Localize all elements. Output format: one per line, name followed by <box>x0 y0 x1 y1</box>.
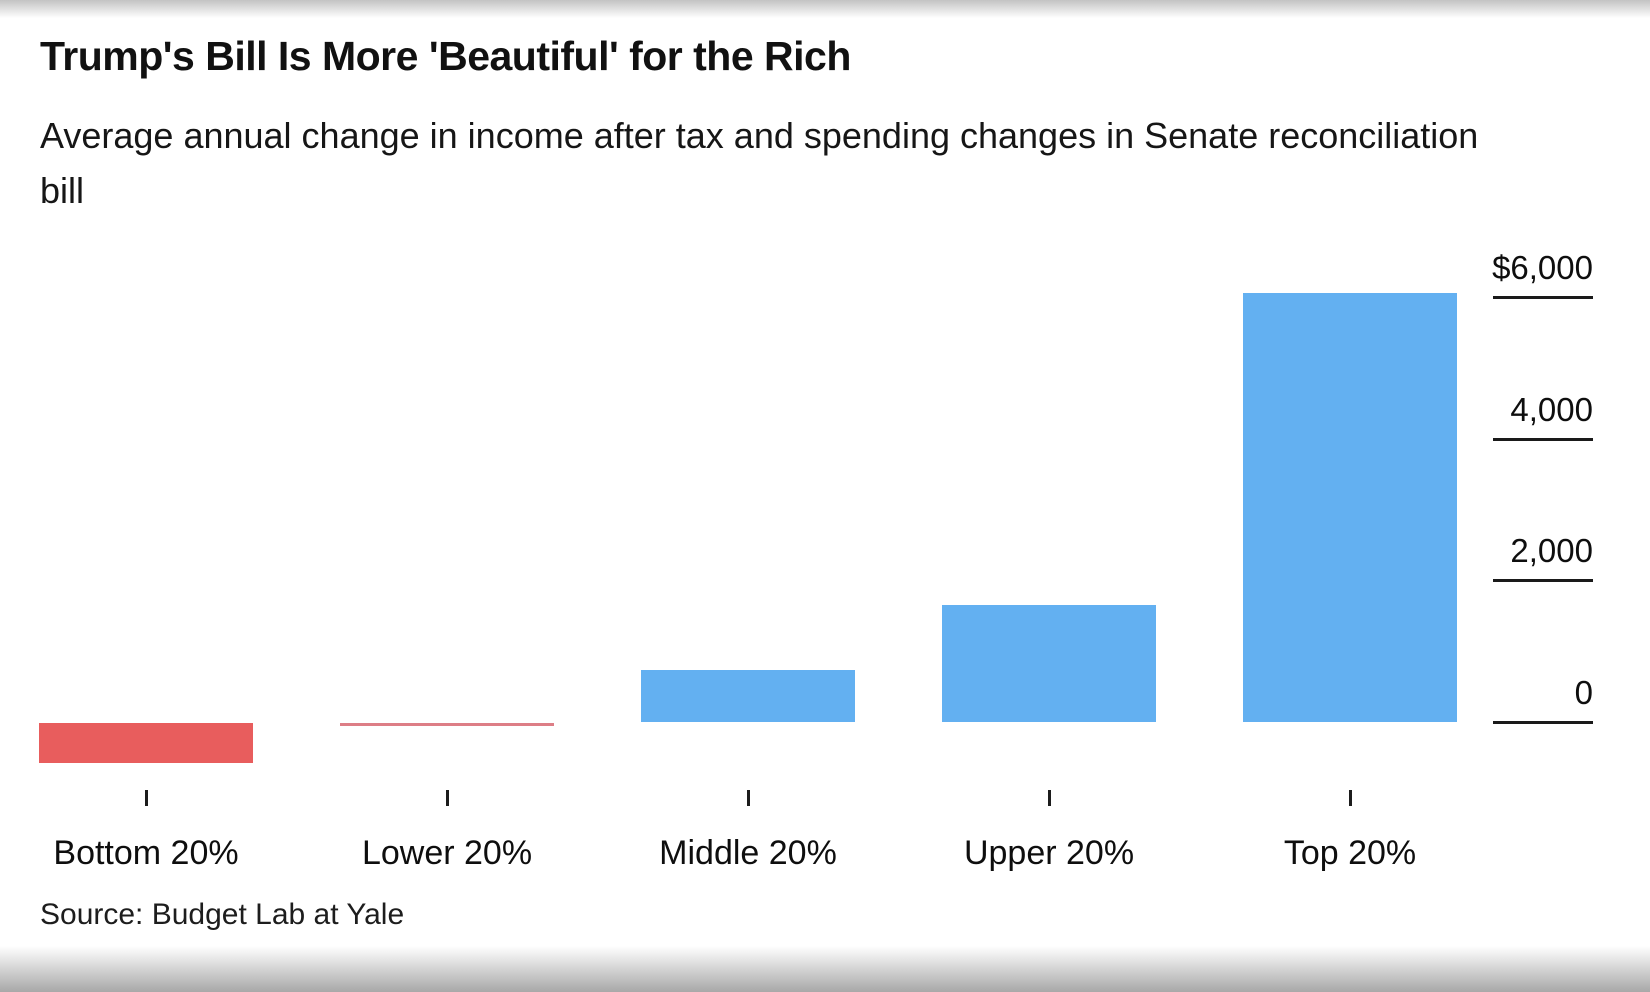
y-axis-tick-line-4-000 <box>1493 437 1593 441</box>
chart-title: Trump's Bill Is More 'Beautiful' for the… <box>40 33 851 80</box>
y-axis-label-6-000: $6,000 <box>1492 249 1593 286</box>
y-axis-tick-line-0 <box>1493 721 1593 724</box>
y-axis-label-2-000: 2,000 <box>1510 532 1593 570</box>
bar-middle-20 <box>641 670 855 722</box>
y-axis-tick-line-6-000 <box>1493 296 1593 299</box>
x-axis-label-bottom-20: Bottom 20% <box>53 834 239 872</box>
bar-bottom-20 <box>39 723 253 763</box>
y-axis-label-4-000: 4,000 <box>1510 390 1593 428</box>
source-attribution: Source: Budget Lab at Yale <box>40 898 405 931</box>
x-axis-label-top-20: Top 20% <box>1283 834 1417 872</box>
y-axis-label-0: 0 <box>1574 674 1593 711</box>
bar-lower-20 <box>340 723 554 726</box>
x-axis-label-upper-20: Upper 20% <box>963 834 1135 872</box>
x-axis-tick-upper-20 <box>1047 790 1051 806</box>
x-axis-tick-bottom-20 <box>144 790 148 806</box>
x-axis-tick-top-20 <box>1348 790 1352 806</box>
x-axis-label-middle-20: Middle 20% <box>659 834 837 872</box>
bar-top-20 <box>1243 293 1457 722</box>
bar-upper-20 <box>942 605 1156 722</box>
x-axis-tick-lower-20 <box>445 790 449 806</box>
y-axis-tick-line-2-000 <box>1493 579 1593 583</box>
chart-subtitle: Average annual change in income after ta… <box>40 115 1479 211</box>
x-axis-label-lower-20: Lower 20% <box>361 834 533 872</box>
x-axis-tick-middle-20 <box>746 790 750 806</box>
